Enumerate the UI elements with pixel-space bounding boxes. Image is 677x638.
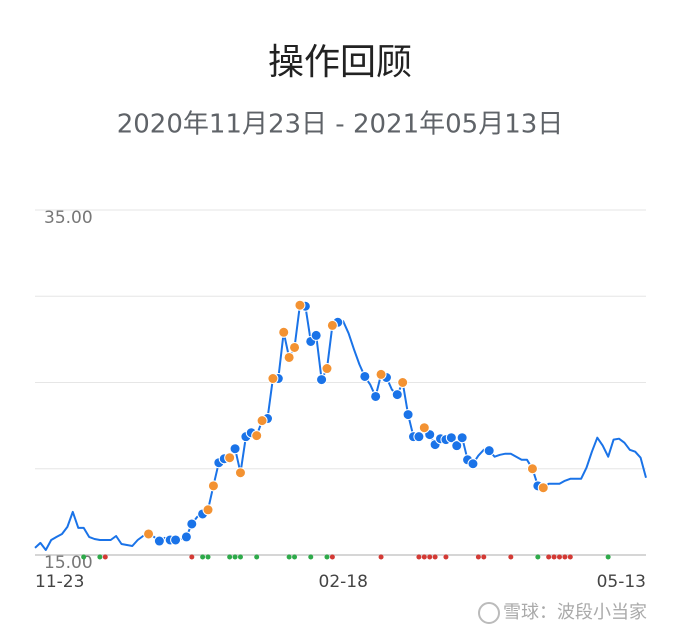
- trade-marker: [402, 409, 414, 421]
- signal-dot: [416, 554, 422, 560]
- trade-marker: [278, 326, 290, 338]
- signal-dot: [200, 554, 206, 560]
- trade-marker: [451, 440, 463, 452]
- trade-marker: [224, 452, 236, 464]
- signal-dot: [205, 554, 211, 560]
- trade-marker: [483, 445, 495, 457]
- watermark-icon: [478, 602, 500, 624]
- trade-marker: [251, 430, 263, 442]
- trade-marker: [186, 518, 198, 530]
- signal-dot: [227, 554, 233, 560]
- signal-dot: [421, 554, 427, 560]
- signal-dot: [292, 554, 298, 560]
- trade-marker: [256, 415, 268, 427]
- signal-dot: [475, 554, 481, 560]
- trade-marker: [180, 531, 192, 543]
- signal-dot: [308, 554, 314, 560]
- signal-dot: [97, 554, 103, 560]
- trade-marker: [397, 377, 409, 388]
- signal-dot: [567, 554, 573, 560]
- trade-marker: [207, 480, 219, 492]
- signal-dot: [81, 554, 87, 560]
- signal-dot: [378, 554, 384, 560]
- trade-marker: [283, 351, 295, 363]
- chart-subtitle: 2020年11月23日 - 2021年05月13日: [117, 110, 564, 140]
- trade-marker: [267, 373, 279, 385]
- trade-marker: [310, 329, 322, 341]
- signal-dot: [562, 554, 568, 560]
- signal-dot: [329, 554, 335, 560]
- price-line: [34, 304, 647, 551]
- signal-dot: [102, 554, 108, 560]
- signal-dot: [443, 554, 449, 560]
- signal-dot: [556, 554, 562, 560]
- y-tick-label: 15.00: [44, 553, 93, 573]
- trade-marker: [467, 458, 479, 470]
- trade-marker: [326, 319, 338, 331]
- trade-marker: [234, 467, 246, 479]
- signal-dot: [189, 554, 195, 560]
- signal-dot: [286, 554, 292, 560]
- signal-dot: [232, 554, 238, 560]
- trade-marker: [526, 463, 538, 475]
- trade-marker: [418, 422, 430, 434]
- signal-dot: [546, 554, 552, 560]
- signal-dot: [324, 554, 330, 560]
- x-tick-label: 11-23: [35, 572, 84, 592]
- trade-marker: [391, 389, 403, 401]
- trade-marker: [413, 431, 425, 443]
- y-tick-label: 35.00: [44, 208, 93, 228]
- trade-marker: [359, 370, 371, 382]
- chart-title: 操作回顾: [268, 42, 412, 83]
- signal-dot: [254, 554, 260, 560]
- trade-marker: [153, 535, 165, 547]
- trade-marker: [375, 368, 387, 380]
- signal-dot: [605, 554, 611, 560]
- trade-marker: [229, 443, 241, 455]
- watermark: 雪球：波段小当家: [478, 602, 647, 624]
- trade-marker: [445, 432, 457, 444]
- trade-marker: [289, 341, 301, 353]
- signal-dot: [427, 554, 433, 560]
- trade-marker: [202, 504, 214, 516]
- signal-dot: [551, 554, 557, 560]
- trade-marker: [294, 299, 306, 311]
- signal-dot: [508, 554, 514, 560]
- trade-marker: [170, 534, 182, 546]
- watermark-text: 雪球：波段小当家: [503, 602, 647, 623]
- x-tick-label: 05-13: [597, 572, 646, 592]
- signal-dot: [535, 554, 541, 560]
- trade-marker: [370, 390, 382, 402]
- signal-dot: [432, 554, 438, 560]
- signal-dot: [481, 554, 487, 560]
- trade-marker: [456, 432, 468, 444]
- x-tick-label: 02-18: [319, 572, 368, 592]
- trade-marker: [143, 528, 155, 540]
- signal-dot: [237, 554, 243, 560]
- trade-marker: [321, 363, 333, 375]
- trade-marker: [537, 482, 549, 494]
- trade-marker: [316, 374, 328, 386]
